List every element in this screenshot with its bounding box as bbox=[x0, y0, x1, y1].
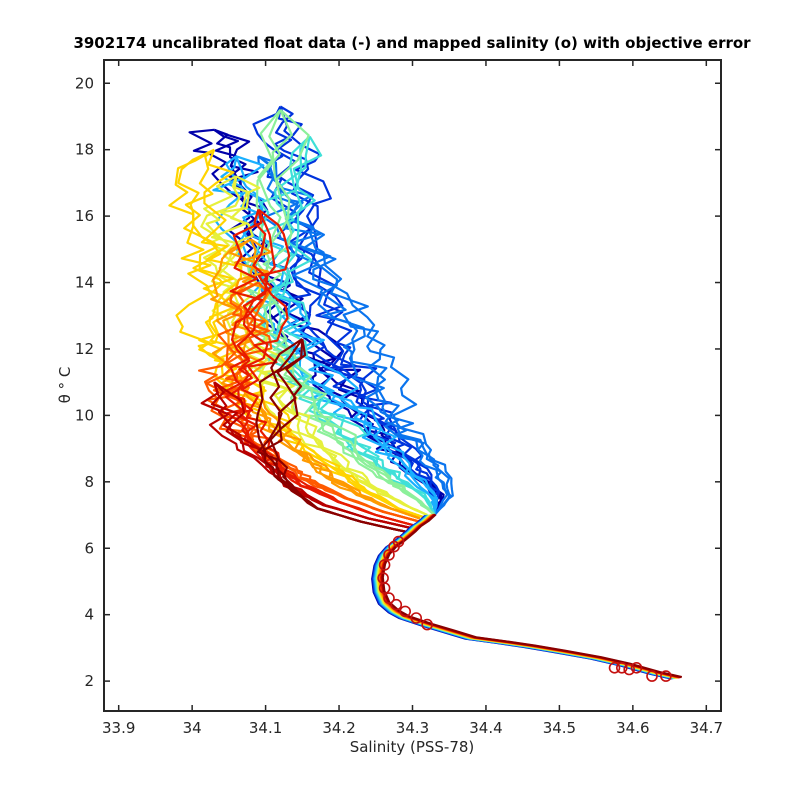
mapped-salinity-marker bbox=[421, 618, 434, 631]
profile-line-4-3 bbox=[225, 155, 439, 516]
mapped-salinity-marker bbox=[383, 592, 395, 604]
mapped-salinity-marker bbox=[608, 661, 621, 674]
y-tick-label: 12 bbox=[75, 340, 94, 358]
y-tick-label: 4 bbox=[84, 606, 94, 624]
profile-line-13-4 bbox=[269, 338, 406, 533]
x-tick-label: 34 bbox=[183, 719, 202, 737]
y-axis-label: θ ° C bbox=[56, 367, 74, 404]
float-profiles bbox=[168, 105, 454, 533]
profile-line-2-2 bbox=[274, 105, 437, 516]
profile-line-7-4 bbox=[222, 175, 428, 516]
profile-line-10-4 bbox=[223, 281, 421, 523]
profile-line-11-4 bbox=[240, 208, 413, 527]
mapped-salinity-marker bbox=[388, 540, 400, 553]
profile-line-5-4 bbox=[273, 135, 436, 516]
x-tick-label: 34.6 bbox=[616, 719, 649, 737]
x-tick-label: 34.1 bbox=[249, 719, 282, 737]
mapped-salinity-marker bbox=[410, 612, 423, 624]
chart-title: 3902174 uncalibrated float data (-) and … bbox=[73, 34, 751, 52]
mapped-salinity-marker bbox=[623, 663, 636, 676]
profile-line-6-3 bbox=[258, 109, 436, 516]
mapped-salinity-marker bbox=[390, 598, 403, 611]
y-tick-label: 10 bbox=[75, 406, 94, 424]
x-tick-label: 33.9 bbox=[102, 719, 135, 737]
y-tick-label: 14 bbox=[75, 274, 94, 292]
profile-line-3-4 bbox=[257, 155, 454, 516]
mapped-salinity-marker bbox=[378, 582, 391, 594]
deep-curve-line-13 bbox=[381, 513, 683, 679]
mapped-salinity-markers bbox=[377, 535, 672, 682]
y-tick-label: 6 bbox=[84, 539, 94, 557]
mapped-salinity-marker bbox=[383, 549, 395, 561]
deep-water-curve bbox=[371, 513, 683, 680]
y-tick-label: 20 bbox=[75, 74, 94, 92]
x-tick-label: 34.7 bbox=[690, 719, 723, 737]
mapped-salinity-marker bbox=[630, 661, 643, 674]
y-axis: 2 4 6 8 10 12 14 16 18 20 bbox=[75, 74, 721, 690]
y-tick-label: 18 bbox=[75, 141, 94, 159]
y-tick-label: 8 bbox=[84, 473, 94, 491]
x-axis-label: Salinity (PSS-78) bbox=[350, 738, 475, 756]
mapped-salinity-marker bbox=[660, 670, 672, 682]
profile-line-3-2 bbox=[257, 155, 452, 516]
x-tick-label: 34.3 bbox=[396, 719, 429, 737]
mapped-salinity-marker bbox=[399, 605, 412, 618]
y-tick-label: 16 bbox=[75, 207, 94, 225]
x-tick-label: 34.2 bbox=[322, 719, 355, 737]
plot-area bbox=[103, 59, 722, 712]
profile-line-2-4 bbox=[279, 106, 441, 516]
profile-line-4-1 bbox=[212, 155, 437, 516]
mapped-salinity-marker bbox=[646, 670, 658, 682]
mapped-salinity-marker bbox=[615, 661, 628, 674]
x-axis: 33.9 34 34.1 34.2 34.3 34.4 34.5 34.6 34.7 bbox=[102, 60, 723, 737]
x-tick-label: 34.4 bbox=[469, 719, 502, 737]
x-tick-label: 34.5 bbox=[543, 719, 576, 737]
y-tick-label: 2 bbox=[84, 672, 94, 690]
mapped-salinity-marker bbox=[378, 559, 391, 571]
